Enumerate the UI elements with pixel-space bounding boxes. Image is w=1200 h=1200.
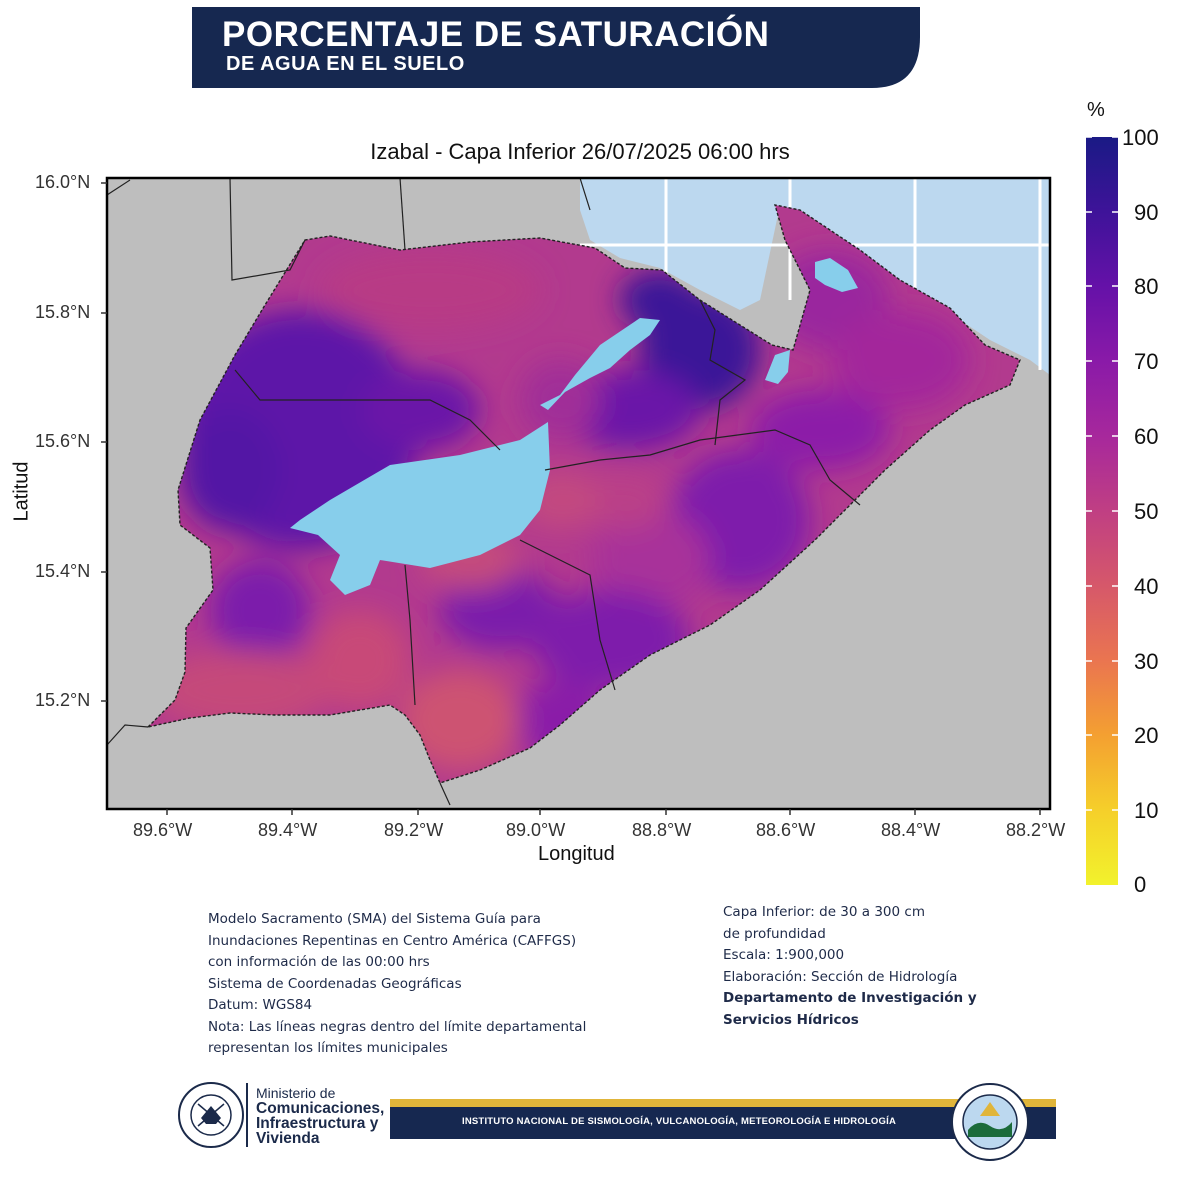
note-line: Inundaciones Repentinas en Centro Améric… [208, 932, 577, 949]
note-line: Nota: Las líneas negras dentro del límit… [208, 1018, 587, 1035]
colorbar [1086, 136, 1118, 885]
note-line: Elaboración: Sección de Hidrología [723, 968, 958, 985]
y-tick-label: 15.2°N [35, 690, 91, 710]
notes-right: Capa Inferior: de 30 a 300 cm de profund… [723, 902, 977, 1031]
colorbar-tick: 0 [1134, 872, 1147, 897]
notes-left: Modelo Sacramento (SMA) del Sistema Guía… [208, 909, 586, 1060]
y-tick-label: 15.8°N [35, 302, 91, 322]
x-tick-label: 88.4°W [881, 820, 941, 840]
colorbar-tick: 80 [1134, 274, 1159, 299]
insivumeh-logo-icon [951, 1083, 1029, 1161]
note-line: representan los límites municipales [208, 1040, 448, 1056]
colorbar-unit: % [1087, 99, 1105, 121]
x-tick-label: 88.8°W [632, 820, 692, 840]
ministry-line: Infraestructura y [256, 1115, 379, 1132]
divider [246, 1083, 248, 1147]
colorbar-tick: 40 [1134, 574, 1159, 599]
x-tick-label: 89.4°W [258, 820, 318, 840]
colorbar-tick: 100 [1122, 125, 1159, 150]
colorbar-tick: 70 [1134, 349, 1159, 374]
x-tick-label: 89.0°W [506, 820, 566, 840]
page-subtitle: DE AGUA EN EL SUELO [226, 53, 465, 75]
y-tick-label: 16.0°N [35, 172, 91, 192]
institute-name: INSTITUTO NACIONAL DE SISMOLOGÍA, VULCAN… [462, 1116, 897, 1127]
y-tick-label: 15.4°N [35, 561, 91, 581]
ministry-prefix: Ministerio de [256, 1085, 336, 1101]
colorbar-tick: 20 [1134, 723, 1159, 748]
guatemala-seal-icon [178, 1082, 244, 1148]
colorbar-tick: 30 [1134, 649, 1159, 674]
x-tick-label: 89.6°W [133, 820, 193, 840]
ministry-line: Comunicaciones, [256, 1100, 385, 1117]
colorbar-tick: 50 [1134, 499, 1159, 524]
header-banner: PORCENTAJE DE SATURACIÓN DE AGUA EN EL S… [192, 7, 920, 88]
x-tick-label: 88.6°W [756, 820, 816, 840]
note-line: Modelo Sacramento (SMA) del Sistema Guía… [208, 911, 541, 927]
x-tick-label: 89.2°W [384, 820, 444, 840]
ministry-name: Ministerio de Comunicaciones, Infraestru… [256, 1085, 385, 1147]
note-line: Escala: 1:900,000 [723, 947, 845, 963]
note-line: Datum: WGS84 [208, 997, 313, 1013]
x-axis-label: Longitud [538, 843, 615, 865]
y-axis-label: Latitud [10, 461, 33, 522]
colorbar-tick: 60 [1134, 424, 1159, 449]
note-line: Sistema de Coordenadas Geográficas [208, 975, 462, 992]
ministry-line: Vivienda [256, 1130, 320, 1147]
page-title: PORCENTAJE DE SATURACIÓN [222, 15, 770, 54]
colorbar-tick: 90 [1134, 200, 1159, 225]
institute-bar [390, 1099, 1056, 1139]
colorbar-tick: 10 [1134, 798, 1159, 823]
y-tick-label: 15.6°N [35, 431, 91, 451]
note-line: de profundidad [723, 925, 826, 942]
x-tick-label: 88.2°W [1006, 820, 1066, 840]
note-line: con información de las 00:00 hrs [208, 954, 430, 970]
note-line-bold: Servicios Hídricos [723, 1011, 859, 1028]
note-line-bold: Departamento de Investigación y [723, 990, 977, 1006]
map-title: Izabal - Capa Inferior 26/07/2025 06:00 … [370, 139, 790, 164]
note-line: Capa Inferior: de 30 a 300 cm [723, 904, 925, 920]
